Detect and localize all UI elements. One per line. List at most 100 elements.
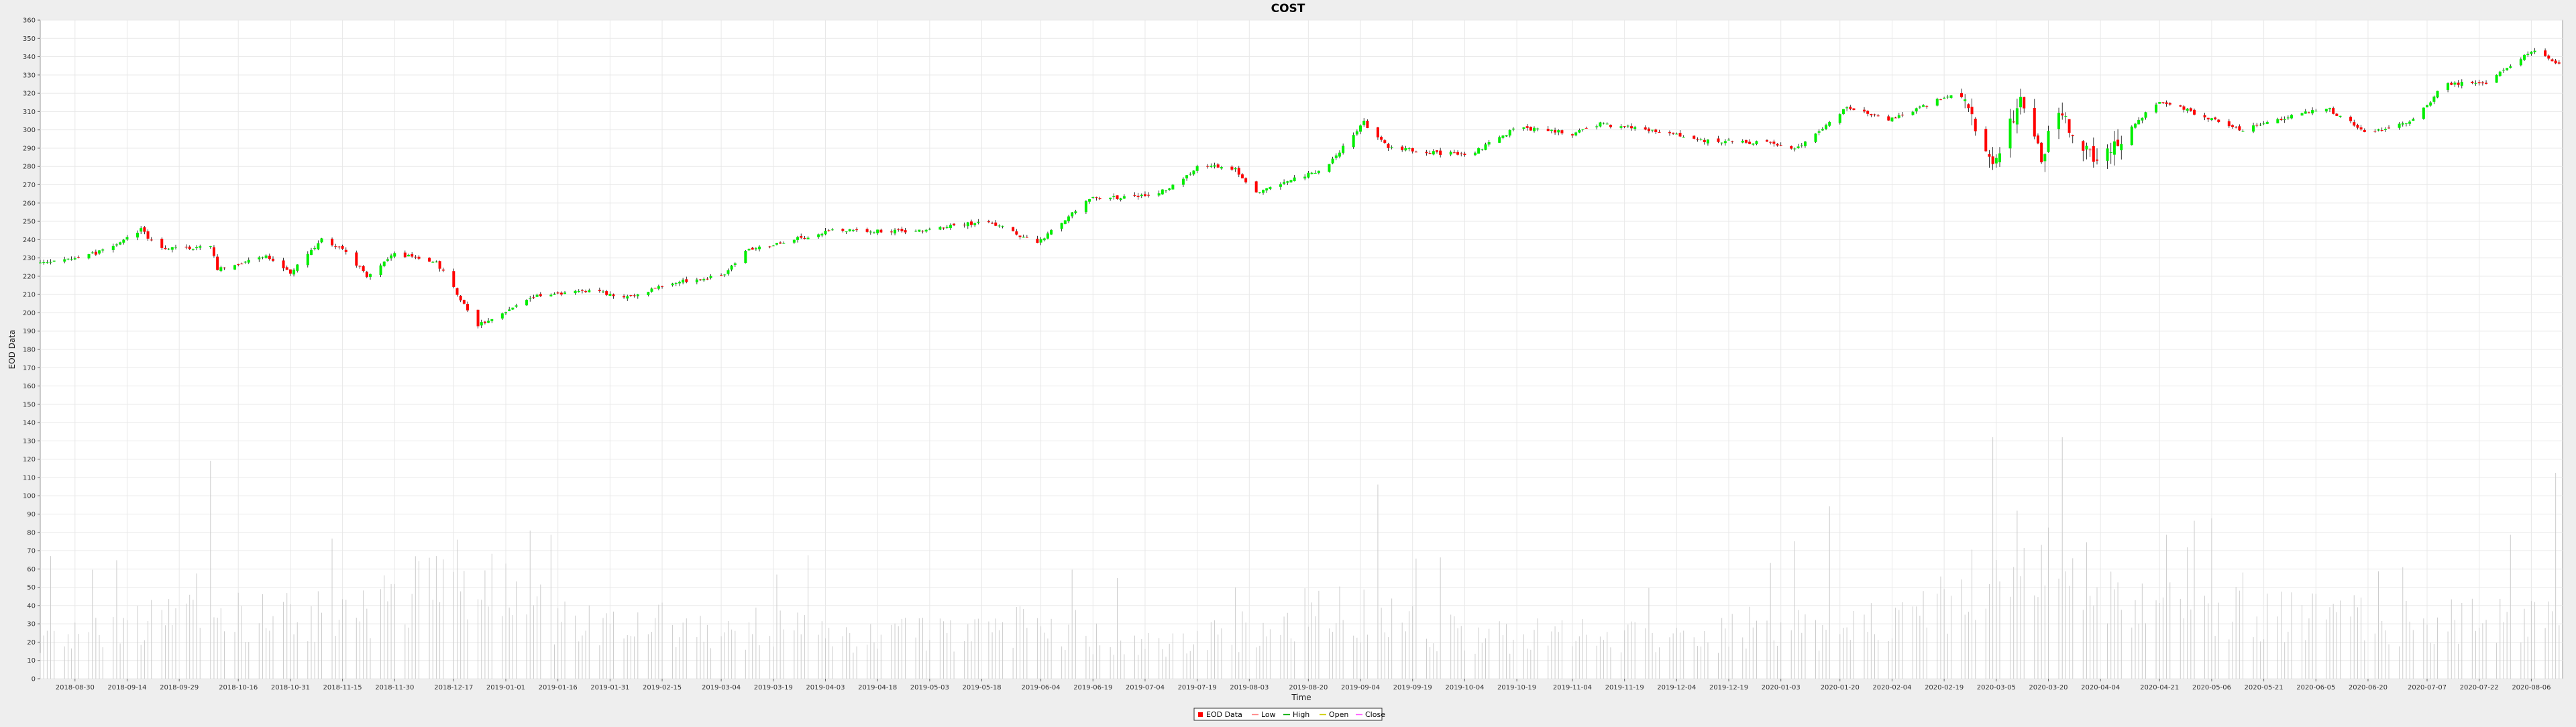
candle-body bbox=[608, 294, 612, 296]
x-tick-label: 2019-09-04 bbox=[1341, 684, 1380, 691]
candle-body bbox=[1943, 97, 1946, 99]
candle-body bbox=[1283, 182, 1286, 184]
x-tick-label: 2018-11-30 bbox=[375, 684, 414, 691]
x-tick-label: 2018-12-17 bbox=[434, 684, 473, 691]
candle-body bbox=[1112, 195, 1116, 197]
candle-body bbox=[1140, 194, 1143, 197]
candle-body bbox=[1240, 174, 1244, 178]
candle-body bbox=[1887, 116, 1890, 121]
candle bbox=[1706, 139, 1709, 146]
candle-body bbox=[1727, 139, 1731, 141]
candle bbox=[1658, 129, 1661, 133]
candle-body bbox=[1525, 126, 1529, 128]
candle bbox=[2112, 131, 2116, 166]
candle-body bbox=[966, 222, 969, 227]
candle bbox=[2189, 107, 2192, 112]
candle-body bbox=[918, 229, 921, 232]
candle bbox=[282, 258, 285, 272]
candle-body bbox=[2498, 71, 2502, 76]
candle-body bbox=[2506, 68, 2509, 70]
candle bbox=[806, 236, 810, 239]
candle bbox=[1414, 150, 1417, 153]
candle-body bbox=[2495, 74, 2498, 83]
candle-body bbox=[924, 229, 928, 232]
candle bbox=[1776, 143, 1779, 147]
candle bbox=[2182, 105, 2186, 113]
candle bbox=[2158, 101, 2161, 104]
candle bbox=[674, 282, 678, 286]
candle-body bbox=[1185, 175, 1189, 178]
candle bbox=[779, 241, 782, 244]
candle-body bbox=[344, 249, 347, 252]
candle bbox=[188, 245, 191, 250]
candle-body bbox=[1119, 198, 1122, 201]
candle-body bbox=[2092, 146, 2095, 162]
candle bbox=[998, 224, 1001, 228]
candle-body bbox=[897, 229, 900, 230]
candle bbox=[331, 237, 334, 247]
candle bbox=[2544, 48, 2547, 57]
candle-body bbox=[1717, 138, 1720, 142]
candle bbox=[1060, 223, 1063, 232]
candle-body bbox=[2186, 108, 2189, 111]
candle-body bbox=[313, 247, 317, 249]
candle bbox=[845, 231, 848, 235]
candle-body bbox=[73, 258, 76, 260]
candle-body bbox=[1012, 227, 1015, 231]
y-tick-label: 130 bbox=[23, 438, 36, 445]
candle bbox=[1873, 113, 1876, 117]
candle-body bbox=[2155, 104, 2158, 113]
candle bbox=[577, 289, 580, 293]
candle bbox=[2283, 116, 2286, 123]
candle-body bbox=[1237, 168, 1240, 175]
y-axis: 0 10 20 30 40 50 60 70 80 90 100 110 120 130 140 150 160… bbox=[23, 17, 40, 683]
candle bbox=[296, 264, 299, 273]
candle bbox=[261, 256, 264, 260]
candle-body bbox=[1432, 151, 1435, 155]
candle-body bbox=[1991, 156, 1994, 164]
candle bbox=[1244, 177, 1248, 184]
candle bbox=[487, 318, 490, 324]
candle bbox=[1286, 180, 1289, 185]
candle bbox=[706, 277, 709, 280]
candle bbox=[2252, 122, 2255, 133]
candle bbox=[2092, 137, 2095, 168]
candle-body bbox=[1116, 195, 1119, 199]
legend-item-label: Open bbox=[1329, 710, 1348, 719]
candle bbox=[1098, 197, 1102, 201]
candle bbox=[1161, 189, 1164, 195]
candle-body bbox=[1498, 137, 1501, 143]
candle bbox=[633, 293, 636, 298]
y-tick-label: 240 bbox=[23, 237, 36, 244]
candle-body bbox=[1658, 131, 1661, 133]
candle-body bbox=[292, 270, 296, 275]
candle bbox=[476, 309, 480, 329]
candle-body bbox=[1849, 107, 1852, 109]
candle bbox=[1109, 197, 1112, 201]
candle bbox=[2502, 68, 2505, 73]
candle bbox=[87, 254, 91, 260]
candle-body bbox=[723, 274, 727, 276]
candle-body bbox=[1487, 142, 1491, 145]
candle bbox=[1508, 129, 1511, 137]
candle-body bbox=[2404, 123, 2408, 124]
candle bbox=[549, 293, 553, 297]
candle bbox=[1022, 234, 1025, 238]
candle-body bbox=[237, 264, 240, 265]
candle-body bbox=[574, 290, 577, 294]
candle bbox=[1147, 192, 1150, 198]
candle-body bbox=[2023, 97, 2026, 109]
candle bbox=[2554, 59, 2557, 64]
candle-body bbox=[411, 254, 414, 257]
candle-body bbox=[1581, 129, 1585, 130]
candle-body bbox=[2377, 129, 2380, 131]
y-axis-label: EOD Data bbox=[7, 330, 17, 370]
y-tick-label: 250 bbox=[23, 219, 36, 226]
candle bbox=[140, 226, 143, 235]
candle-body bbox=[1109, 197, 1112, 199]
candle bbox=[1206, 164, 1210, 169]
candle bbox=[2523, 54, 2526, 61]
candle-body bbox=[341, 245, 344, 249]
candle-body bbox=[462, 300, 466, 304]
